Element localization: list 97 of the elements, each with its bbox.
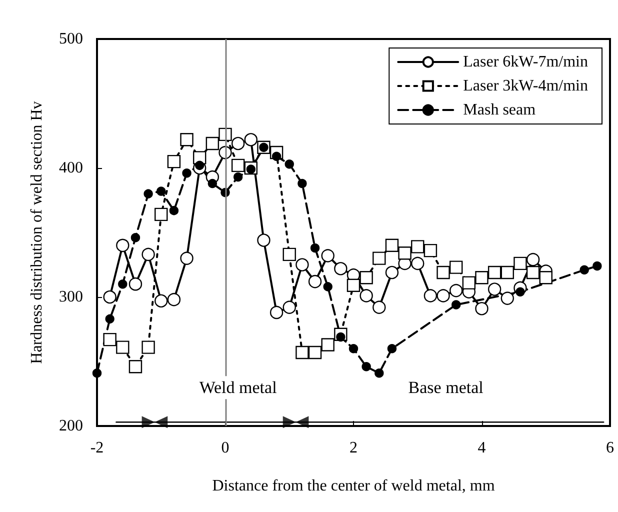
point: [387, 344, 397, 354]
point: [142, 340, 155, 354]
point: [323, 282, 332, 292]
point: [142, 416, 155, 428]
point: [475, 302, 488, 316]
point: [244, 133, 258, 146]
annotation: Base metal: [408, 378, 484, 398]
point: [282, 248, 296, 262]
point: [282, 300, 296, 314]
point: [154, 416, 168, 428]
point: [424, 244, 438, 258]
point: [475, 271, 488, 284]
point: [169, 206, 179, 216]
point: [321, 338, 334, 352]
x-tick-label: 2: [350, 440, 358, 456]
point: [167, 292, 181, 306]
point: [411, 240, 424, 254]
point: [348, 344, 358, 354]
x-tick-label: 6: [606, 440, 614, 456]
point: [103, 332, 116, 346]
point: [296, 258, 309, 272]
y-tick-label: 200: [59, 418, 83, 434]
point: [462, 276, 476, 290]
point: [298, 178, 307, 188]
x-tick-label: -2: [90, 440, 104, 456]
point: [424, 289, 438, 302]
point: [231, 136, 245, 150]
point: [321, 249, 334, 262]
point: [116, 238, 130, 252]
point: [362, 362, 371, 372]
y-tick-label: 500: [59, 30, 83, 48]
point: [182, 168, 192, 178]
point: [488, 282, 502, 296]
y-tick-label: 300: [59, 288, 83, 306]
point: [308, 274, 322, 288]
point: [385, 266, 399, 280]
point: [130, 233, 140, 242]
point: [144, 189, 153, 198]
x-tick-label: 0: [221, 440, 230, 456]
point: [142, 248, 155, 262]
point: [180, 133, 194, 146]
point: [436, 266, 450, 280]
point: [128, 360, 142, 374]
point: [346, 278, 360, 292]
x-tick-label: 4: [478, 440, 486, 456]
point: [284, 160, 294, 169]
point: [154, 208, 168, 222]
point: [118, 280, 128, 289]
y-axis-title: Hardness distribution of weld section Hv: [28, 101, 46, 364]
point: [450, 260, 463, 274]
point: [385, 238, 399, 252]
point: [539, 271, 552, 284]
point: [167, 154, 181, 168]
point: [452, 300, 461, 310]
point: [206, 136, 220, 150]
point: [360, 289, 373, 302]
point: [231, 158, 245, 172]
point: [436, 289, 450, 302]
point: [208, 178, 218, 188]
x-axis-title: Distance from the center of weld metal, mm: [212, 478, 496, 494]
point: [296, 346, 309, 360]
point: [154, 294, 168, 308]
y-tick-label: 400: [59, 160, 83, 176]
point: [270, 306, 284, 320]
point: [360, 271, 373, 284]
point: [580, 265, 589, 275]
point: [411, 256, 424, 270]
point: [116, 340, 130, 354]
legend-label: Laser 6kW-7m/min: [463, 54, 588, 70]
point: [334, 262, 348, 276]
point: [500, 266, 514, 280]
point: [257, 234, 270, 247]
point: [282, 416, 296, 428]
point: [128, 278, 142, 291]
legend-label: Laser 3kW-4m/min: [463, 78, 588, 94]
point: [233, 172, 243, 182]
point: [398, 246, 412, 260]
point: [310, 243, 320, 253]
point: [180, 252, 194, 265]
point: [526, 266, 540, 280]
point: [103, 290, 116, 304]
legend-label: Mash seam: [463, 102, 536, 118]
point: [488, 266, 502, 280]
point: [450, 284, 463, 298]
point: [526, 252, 540, 266]
point: [372, 300, 386, 314]
point: [308, 346, 322, 360]
point: [374, 368, 384, 378]
point: [105, 314, 114, 324]
point: [156, 186, 166, 196]
annotation: Weld metal: [199, 378, 278, 398]
point: [372, 252, 386, 265]
point: [92, 368, 102, 378]
point: [514, 256, 527, 270]
point: [296, 416, 309, 428]
point: [592, 261, 602, 271]
point: [500, 292, 514, 305]
